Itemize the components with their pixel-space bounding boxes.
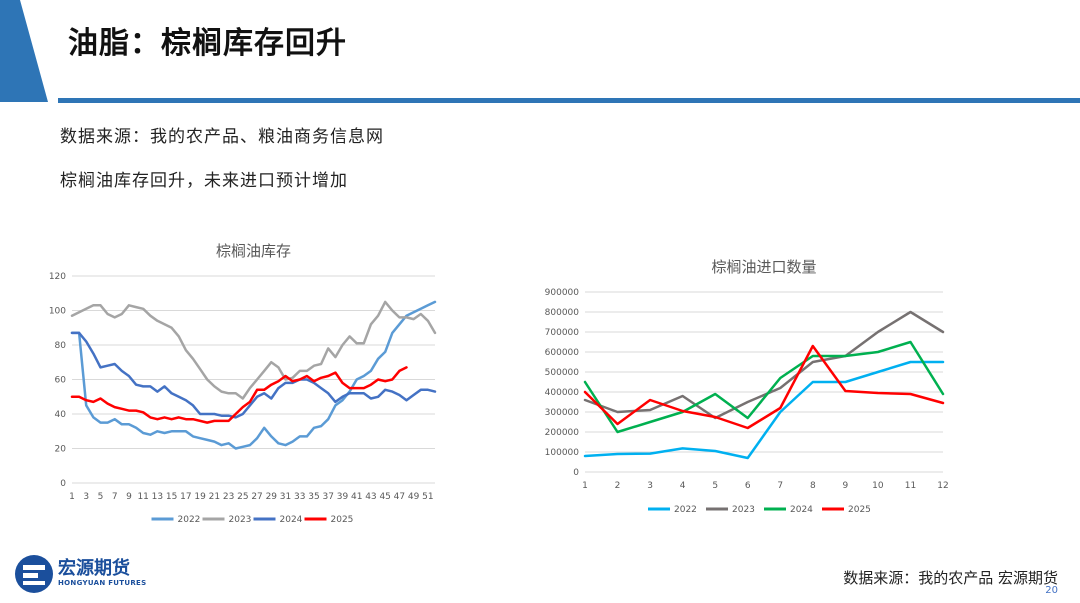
x-tick-label: 1 (69, 492, 75, 502)
company-logo: 宏源期货 HONGYUAN FUTURES (14, 552, 154, 594)
x-tick-label: 23 (223, 492, 234, 502)
y-tick-label: 800000 (545, 308, 580, 318)
y-tick-label: 80 (55, 341, 67, 351)
x-tick-label: 11 (905, 481, 916, 491)
logo-name-en: HONGYUAN FUTURES (58, 579, 147, 587)
chart-title: 棕榈油进口数量 (711, 258, 816, 276)
y-tick-label: 200000 (545, 428, 580, 438)
x-tick-label: 47 (394, 492, 405, 502)
series-line-2022 (583, 360, 945, 460)
footer-source: 数据来源：我的农产品 宏源期货 (843, 569, 1058, 587)
imports-chart: 棕榈油进口数量 0 100000 200000 300000 400000 500000 60… (545, 258, 949, 515)
x-tick-label: 10 (872, 481, 884, 491)
x-tick-label: 6 (745, 481, 751, 491)
x-tick-label: 25 (237, 492, 248, 502)
x-tick-label: 29 (266, 492, 278, 502)
legend-label-2022: 2022 (178, 515, 201, 525)
series-line-2025 (583, 344, 945, 430)
y-tick-label: 600000 (545, 348, 580, 358)
y-tick-label: 100000 (545, 448, 580, 458)
series-line-2025 (70, 366, 408, 424)
legend-label-2022: 2022 (674, 505, 697, 515)
series-line-2023 (70, 300, 437, 400)
x-tick-label: 3 (647, 481, 653, 491)
x-tick-label: 19 (194, 492, 206, 502)
x-tick-label: 33 (294, 492, 305, 502)
x-tick-label: 45 (379, 492, 390, 502)
y-tick-label: 500000 (545, 368, 580, 378)
x-tick-label: 13 (152, 492, 163, 502)
series-line-2024 (70, 331, 437, 419)
y-tick-label: 40 (55, 410, 67, 420)
x-tick-label: 41 (351, 492, 362, 502)
series-line-2022 (70, 300, 437, 450)
legend-label-2023: 2023 (229, 515, 252, 525)
x-tick-label: 7 (112, 492, 118, 502)
legend-label-2025: 2025 (331, 515, 354, 525)
x-tick-label: 51 (422, 492, 433, 502)
y-tick-label: 0 (573, 468, 579, 478)
y-tick-label: 300000 (545, 408, 580, 418)
x-tick-label: 2 (615, 481, 621, 491)
source-note: 数据来源：我的农产品、粮油商务信息网 (60, 127, 384, 147)
x-tick-label: 27 (251, 492, 262, 502)
x-tick-label: 12 (937, 481, 948, 491)
title-accent-shape (0, 0, 48, 102)
x-tick-label: 39 (337, 492, 349, 502)
x-tick-label: 49 (408, 492, 420, 502)
y-tick-label: 20 (55, 445, 67, 455)
x-tick-label: 31 (280, 492, 291, 502)
page-number: 20 (1045, 585, 1058, 596)
series-line-2023 (583, 310, 945, 420)
logo-name-cn: 宏源期货 (58, 558, 130, 579)
x-tick-label: 9 (842, 481, 848, 491)
y-tick-label: 900000 (545, 288, 580, 298)
x-tick-label: 21 (209, 492, 220, 502)
x-tick-label: 11 (137, 492, 148, 502)
x-tick-label: 15 (166, 492, 177, 502)
legend-label-2023: 2023 (732, 505, 755, 515)
logo-mark-icon (15, 555, 53, 593)
x-tick-label: 5 (712, 481, 718, 491)
x-tick-label: 3 (83, 492, 89, 502)
summary-note: 棕榈油库存回升，未来进口预计增加 (60, 171, 348, 191)
legend-label-2024: 2024 (790, 505, 813, 515)
x-tick-label: 17 (180, 492, 191, 502)
title-divider (58, 98, 1080, 103)
x-tick-label: 7 (777, 481, 783, 491)
page-title: 油脂：棕榈库存回升 (68, 26, 347, 61)
x-tick-label: 8 (810, 481, 816, 491)
x-tick-label: 35 (308, 492, 319, 502)
x-tick-label: 4 (680, 481, 686, 491)
y-tick-label: 400000 (545, 388, 580, 398)
x-tick-label: 1 (582, 481, 588, 491)
legend-label-2025: 2025 (848, 505, 871, 515)
series-line-2024 (583, 340, 945, 434)
legend-label-2024: 2024 (280, 515, 303, 525)
x-tick-label: 43 (365, 492, 376, 502)
y-tick-label: 0 (60, 479, 66, 489)
y-tick-label: 700000 (545, 328, 580, 338)
x-tick-label: 9 (126, 492, 132, 502)
y-tick-label: 60 (55, 376, 67, 386)
x-tick-label: 37 (323, 492, 334, 502)
chart-title: 棕榈油库存 (216, 242, 291, 260)
y-tick-label: 120 (49, 272, 66, 282)
y-tick-label: 100 (49, 307, 66, 317)
x-tick-label: 5 (98, 492, 104, 502)
